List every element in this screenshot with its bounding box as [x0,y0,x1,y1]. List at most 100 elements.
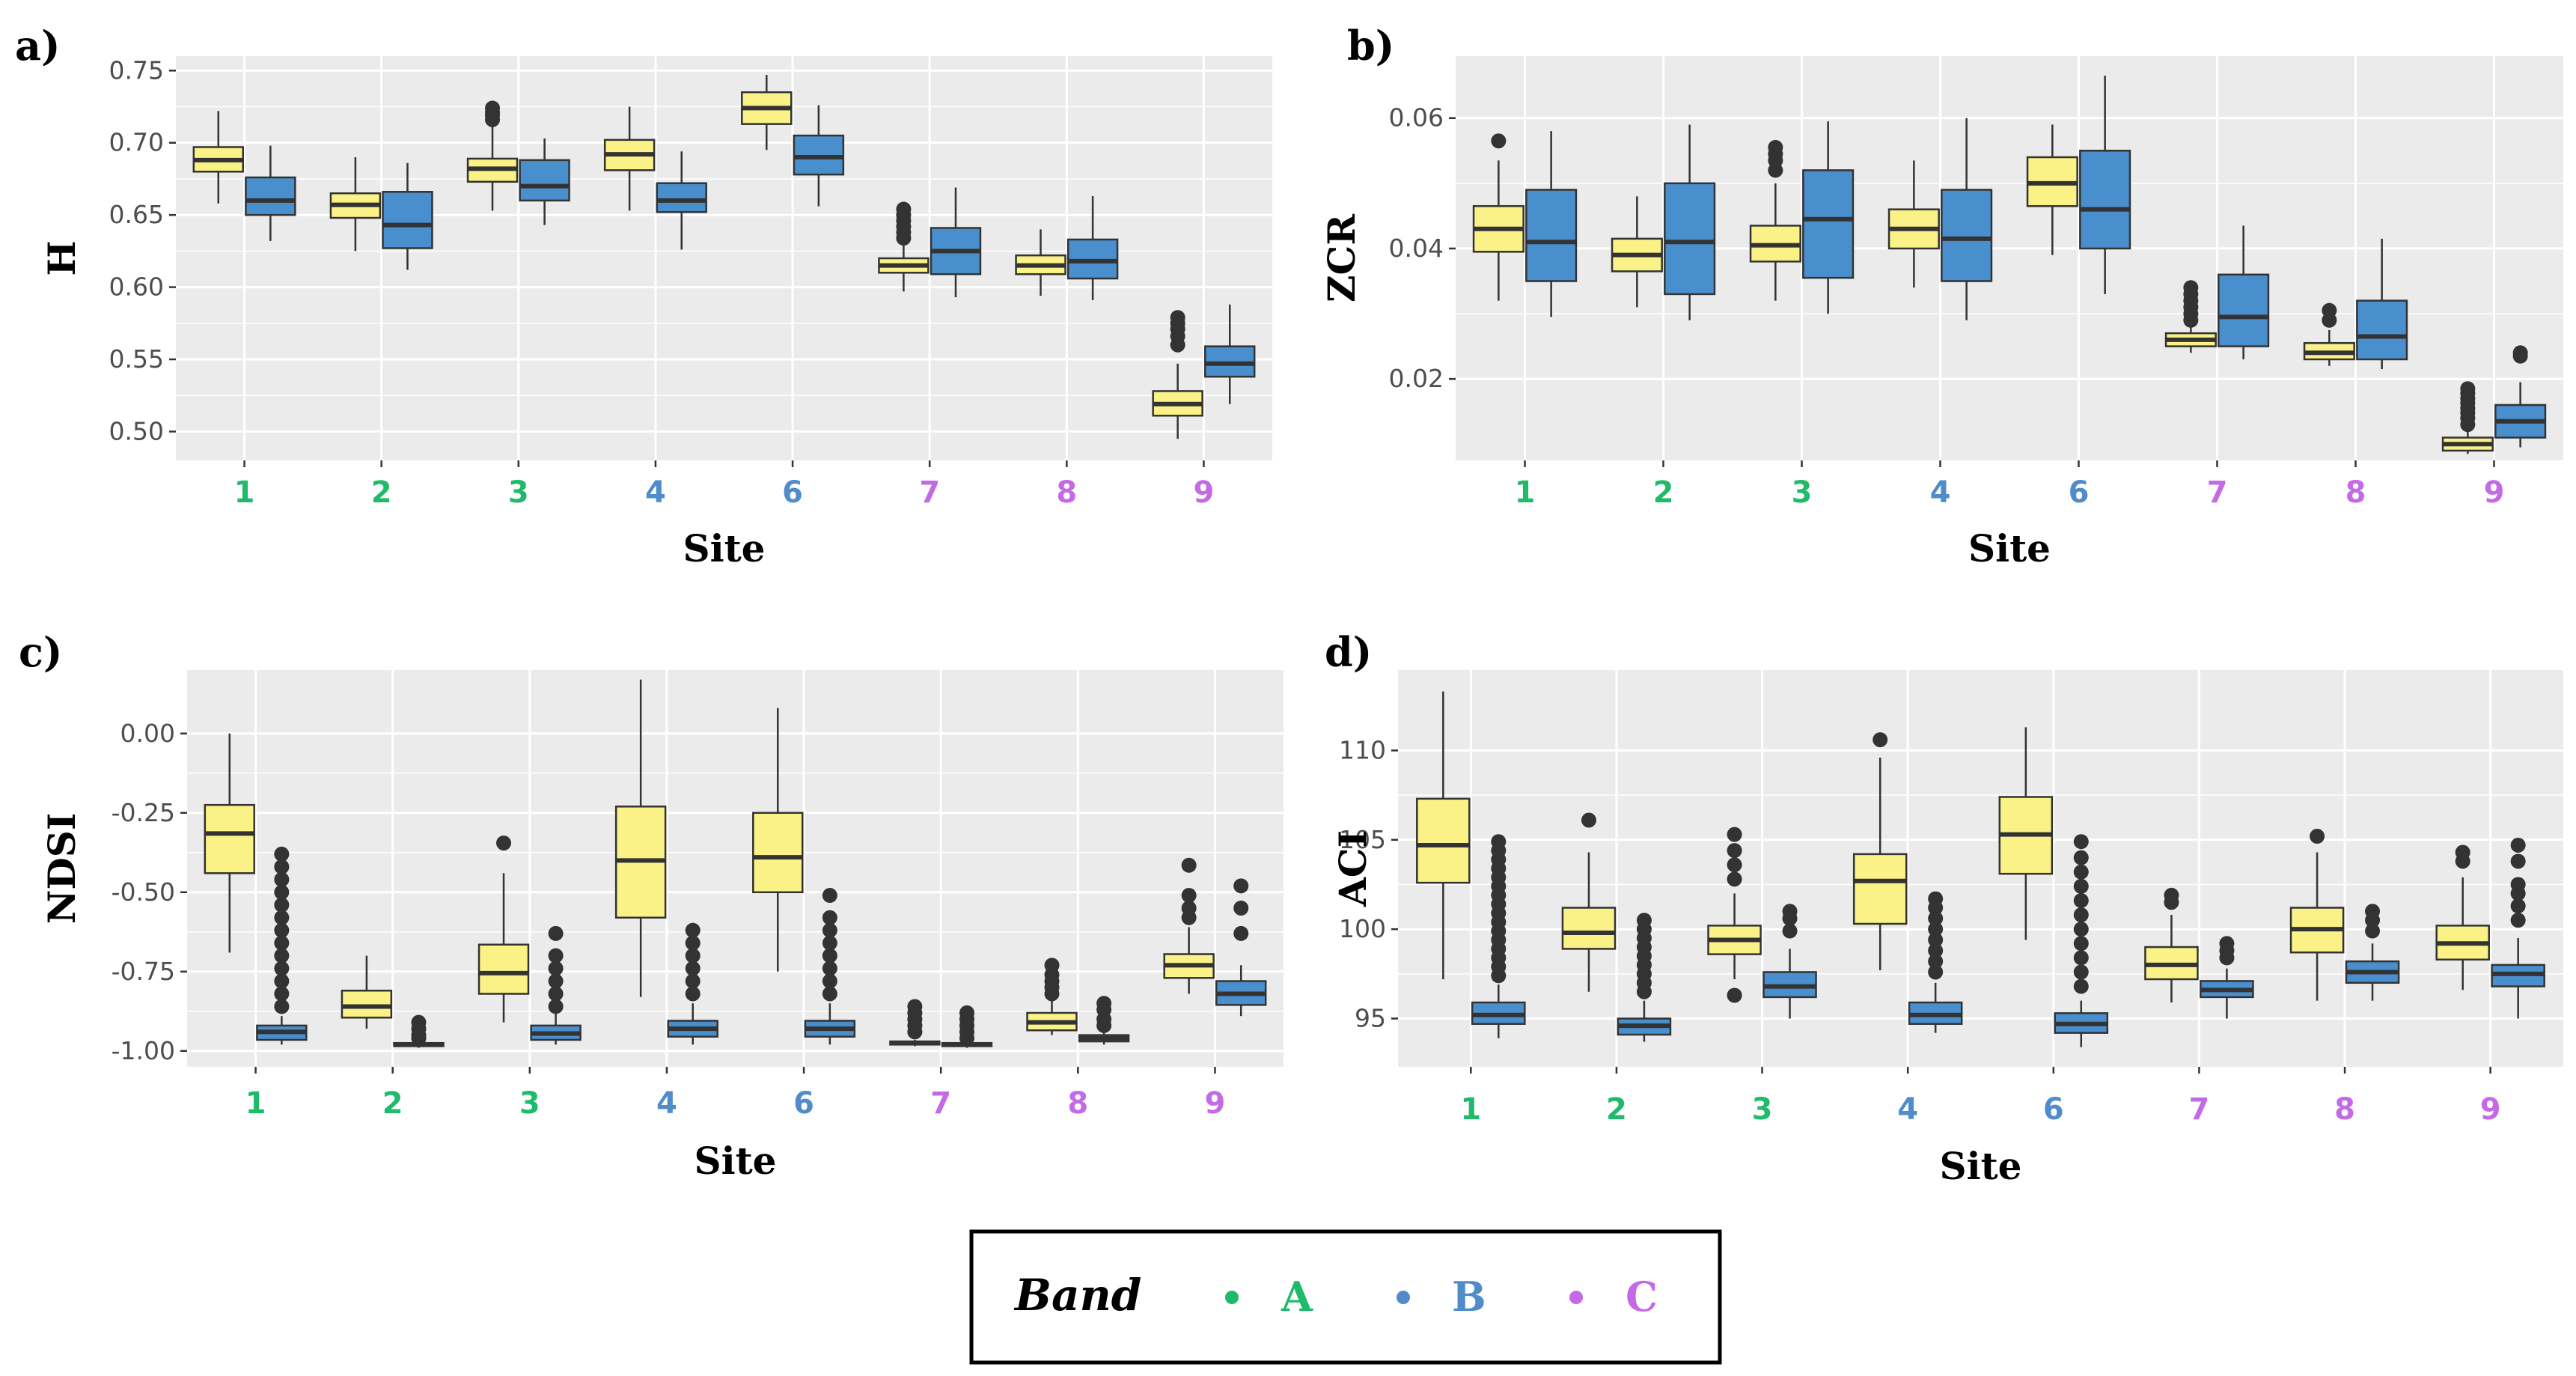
panel-d-background [1398,670,2563,1067]
outlier-point [907,999,923,1014]
box-site-6-blue [2079,76,2131,294]
panel-d-aci-boxplot: 95 100 105 110 1 2 3 4 6 7 8 9 Site ACI d) [1325,628,2563,1188]
panel-label: d) [1325,628,1372,676]
legend-frame [969,1229,1722,1365]
box-iqr [1802,169,1855,279]
outlier-point [548,999,564,1014]
box-site-4-blue [1908,891,1963,1033]
box-site-9-yellow [2435,844,2490,990]
x-tick-label-site-2: 2 [1606,1092,1627,1127]
outlier-point [685,961,701,976]
y-tick-label: 0.55 [109,344,164,374]
outlier-point [2510,853,2526,869]
outlier-point [959,1005,974,1020]
x-tick-label-site-3: 3 [519,1086,540,1121]
outlier-point [685,935,701,951]
x-tick-label-site-7: 7 [2189,1092,2210,1127]
x-tick-label-site-9: 9 [2484,475,2505,510]
y-tick-label: 0.75 [109,55,164,85]
outlier-point [485,100,501,116]
outlier-point [1181,901,1197,916]
box-site-1-blue [1525,131,1578,317]
y-tick-label: -1.00 [112,1036,175,1065]
box-site-1-yellow [204,733,255,953]
outlier-point [548,961,564,976]
box-iqr [382,191,433,249]
box-site-1-yellow [1416,691,1471,980]
box-site-3-blue [1802,121,1855,314]
legend-label-a: A [1281,1273,1313,1321]
outlier-point [1727,826,1742,842]
x-tick-label-site-1: 1 [1460,1092,1481,1127]
box-site-2-blue [1664,124,1716,320]
x-tick-label-site-8: 8 [1067,1086,1088,1121]
y-tick-label: 0.65 [109,200,164,229]
box-iqr [477,943,530,995]
box-site-8-blue [2356,238,2408,370]
outlier-point [274,948,290,963]
outlier-point [1928,964,1944,980]
outlier-point [274,910,290,925]
box-site-7-blue [941,1005,993,1048]
box-site-2-yellow [329,157,382,252]
outlier-point [1727,843,1742,859]
box-site-7-yellow [878,201,930,292]
x-tick-label-site-1: 1 [234,475,255,510]
x-axis-title: Site [1939,1144,2021,1188]
y-axis-title: NDSI [40,813,84,925]
box-site-9-blue [1204,304,1256,404]
x-tick-label-site-7: 7 [919,475,940,510]
y-tick-label: 0.00 [120,719,175,748]
box-iqr [1416,797,1471,884]
box-site-7-blue [2200,936,2254,1019]
x-tick-label-site-8: 8 [1056,475,1077,510]
outlier-point [2073,922,2089,937]
outlier-point [822,986,837,1002]
x-tick-label-site-3: 3 [1792,475,1813,510]
box-site-3-yellow [477,835,530,1023]
box-iqr [1561,907,1617,950]
box-site-3-yellow [1749,139,1801,301]
outlier-point [2510,898,2526,914]
outlier-point [1181,888,1197,904]
outlier-point [1928,932,1944,948]
outlier-point [2510,837,2526,853]
box-site-8-yellow [1026,958,1078,1035]
x-tick-label-site-9: 9 [1194,475,1215,510]
box-site-2-yellow [1561,812,1617,992]
outlier-point [274,897,290,913]
outlier-point [274,846,290,862]
box-site-6-yellow [741,75,793,150]
box-site-3-blue [1762,904,1817,1019]
y-axis-title: H [40,240,84,275]
legend-dot-a [1225,1291,1239,1304]
box-site-9-blue [2494,345,2547,448]
box-iqr [341,989,393,1019]
y-tick-label: 0.70 [109,128,164,157]
outlier-point [274,935,290,951]
box-site-2-blue [382,162,433,270]
legend-label-b: B [1452,1273,1486,1321]
box-iqr [245,176,296,216]
box-site-8-blue [1066,196,1119,300]
legend-dot-c [1569,1291,1583,1304]
outlier-point [1928,891,1944,907]
x-tick-label-site-4: 4 [645,475,666,510]
legend-label-c: C [1626,1273,1658,1321]
x-axis-title: Site [694,1139,776,1183]
outlier-point [1928,943,1944,958]
box-iqr [204,803,255,874]
outlier-point [896,201,912,217]
outlier-point [2073,834,2089,850]
panel-label: b) [1347,22,1394,70]
outlier-point [1928,954,1944,969]
x-tick-label-site-1: 1 [1515,475,1536,510]
y-axis-title: ZCR [1319,214,1364,302]
outlier-point [274,871,290,887]
box-iqr [2218,273,2270,347]
outlier-point [685,986,701,1002]
box-site-4-yellow [1887,160,1940,288]
outlier-point [1768,139,1783,155]
outlier-point [1491,133,1507,149]
y-tick-label: 95 [1355,1004,1386,1033]
